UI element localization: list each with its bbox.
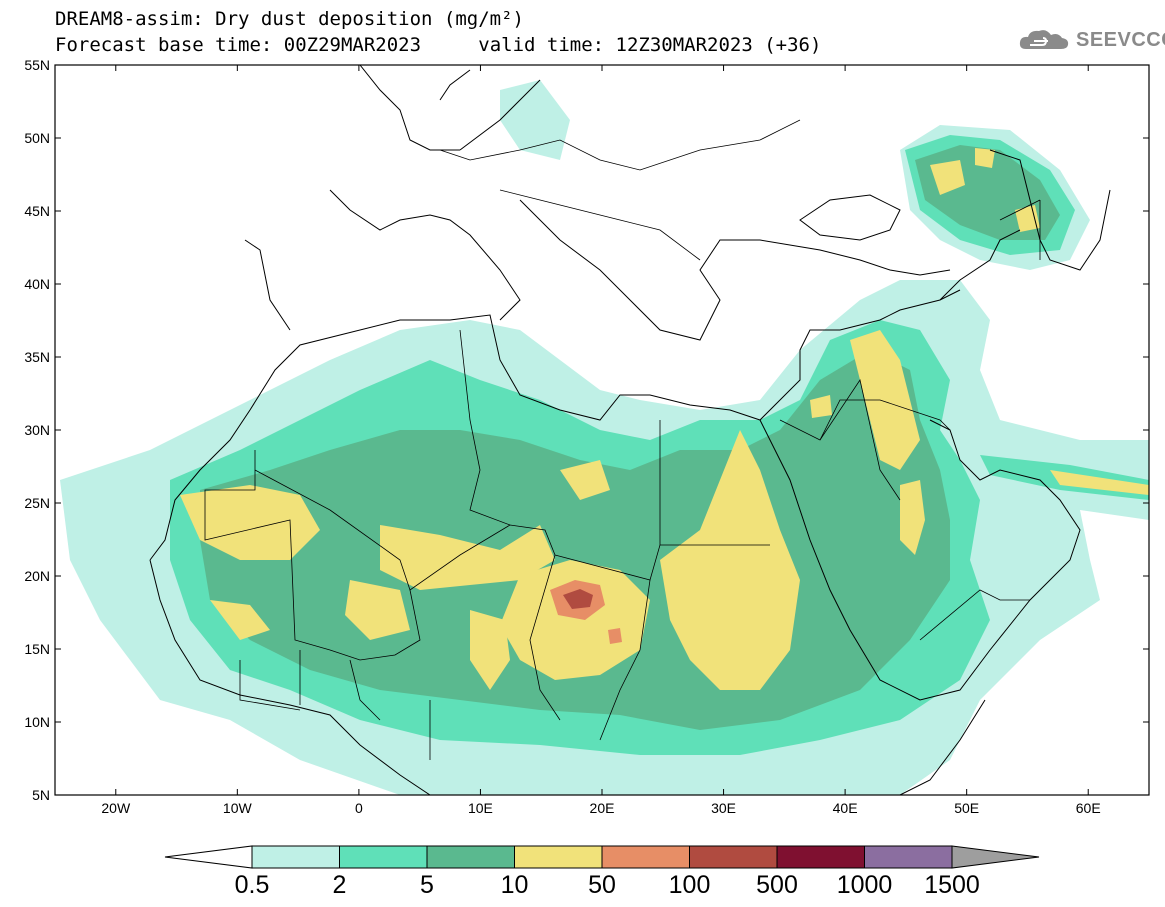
coastlines [149, 65, 1111, 795]
colorbar-segment [689, 845, 778, 869]
colorbar-segment [776, 845, 865, 869]
level-10-area [180, 148, 1149, 690]
colorbar-segment [426, 845, 515, 869]
colorbar-high-arrow [951, 845, 1040, 869]
lon-label: 30E [711, 800, 736, 816]
colorbar-low-arrow [164, 845, 253, 869]
lat-label: 35N [24, 349, 50, 365]
lon-label: 10E [468, 800, 493, 816]
colorbar-label: 1000 [837, 871, 893, 899]
colorbar-label: 50 [588, 871, 616, 899]
lat-label: 55N [24, 57, 50, 73]
valid-time: valid time: 12Z30MAR2023 (+36) [478, 34, 822, 56]
lon-label: 0 [355, 800, 363, 816]
colorbar-label: 2 [333, 871, 347, 899]
cloud-icon [1019, 30, 1069, 49]
lat-label: 50N [24, 130, 50, 146]
colorbar-label: 1500 [924, 871, 980, 899]
lon-label: 20W [101, 800, 131, 816]
dust-field [60, 80, 1149, 795]
lat-label: 30N [24, 422, 50, 438]
lat-label: 25N [24, 495, 50, 511]
map-subtitle: Forecast base time: 00Z29MAR2023 valid t… [55, 34, 821, 56]
lon-label: 60E [1076, 800, 1101, 816]
seevccc-logo: SEEVCCC [1018, 27, 1165, 53]
lon-label: 20E [590, 800, 615, 816]
colorbar-segment [251, 845, 340, 869]
lat-label: 5N [32, 787, 50, 803]
logo-text: SEEVCCC [1076, 28, 1165, 51]
colorbar-label: 5 [420, 871, 434, 899]
level-100-area [563, 589, 593, 609]
lon-label: 40E [833, 800, 858, 816]
colorbar-segment [514, 845, 603, 869]
lat-label: 45N [24, 203, 50, 219]
lat-label: 15N [24, 641, 50, 657]
latitude-axis: 55N 50N 45N 40N 35N 30N 25N 20N 15N 10N 5N [24, 57, 1149, 803]
colorbar-label: 0.5 [235, 871, 270, 899]
lat-label: 40N [24, 276, 50, 292]
colorbar-label: 10 [501, 871, 529, 899]
lat-label: 10N [24, 714, 50, 730]
colorbar-label: 100 [669, 871, 711, 899]
base-time: Forecast base time: 00Z29MAR2023 [55, 34, 422, 56]
longitude-axis: 20W 10W 0 10E 20E 30E 40E 50E 60E [101, 65, 1101, 816]
colorbar-segment [601, 845, 690, 869]
colorbar-segment [864, 845, 953, 869]
colorbar-segment [339, 845, 428, 869]
map-title: DREAM8-assim: Dry dust deposition (mg/m²… [55, 8, 524, 30]
colorbar: 0.5 2 5 10 50 100 500 1000 1500 [164, 845, 1040, 899]
lon-label: 50E [954, 800, 979, 816]
colorbar-label: 500 [756, 871, 798, 899]
borders [204, 119, 1041, 760]
lat-label: 20N [24, 568, 50, 584]
lon-label: 10W [223, 800, 253, 816]
